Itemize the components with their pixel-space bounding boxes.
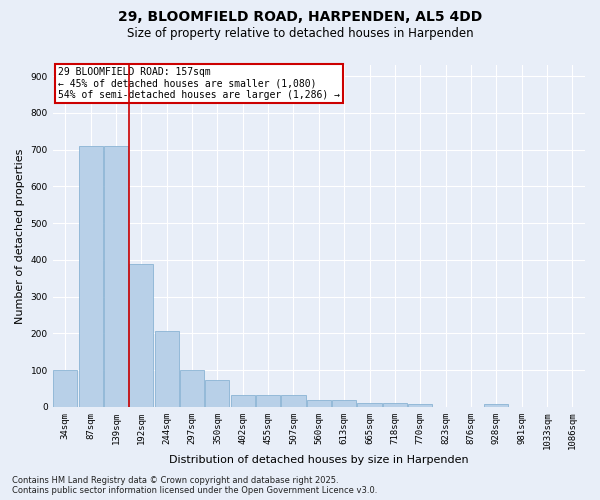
- Bar: [332, 400, 356, 407]
- Text: Size of property relative to detached houses in Harpenden: Size of property relative to detached ho…: [127, 28, 473, 40]
- Text: Contains HM Land Registry data © Crown copyright and database right 2025.
Contai: Contains HM Land Registry data © Crown c…: [12, 476, 377, 495]
- Bar: [408, 404, 432, 407]
- Bar: [383, 404, 407, 407]
- Bar: [53, 370, 77, 407]
- Y-axis label: Number of detached properties: Number of detached properties: [15, 148, 25, 324]
- Bar: [307, 400, 331, 407]
- Bar: [484, 404, 508, 407]
- Bar: [155, 331, 179, 407]
- Bar: [180, 370, 204, 407]
- Text: 29, BLOOMFIELD ROAD, HARPENDEN, AL5 4DD: 29, BLOOMFIELD ROAD, HARPENDEN, AL5 4DD: [118, 10, 482, 24]
- Bar: [358, 404, 382, 407]
- Bar: [130, 264, 154, 407]
- Bar: [231, 395, 255, 407]
- Text: 29 BLOOMFIELD ROAD: 157sqm
← 45% of detached houses are smaller (1,080)
54% of s: 29 BLOOMFIELD ROAD: 157sqm ← 45% of deta…: [58, 66, 340, 100]
- Bar: [79, 146, 103, 407]
- Bar: [256, 395, 280, 407]
- X-axis label: Distribution of detached houses by size in Harpenden: Distribution of detached houses by size …: [169, 455, 469, 465]
- Bar: [104, 146, 128, 407]
- Bar: [205, 380, 229, 407]
- Bar: [281, 395, 305, 407]
